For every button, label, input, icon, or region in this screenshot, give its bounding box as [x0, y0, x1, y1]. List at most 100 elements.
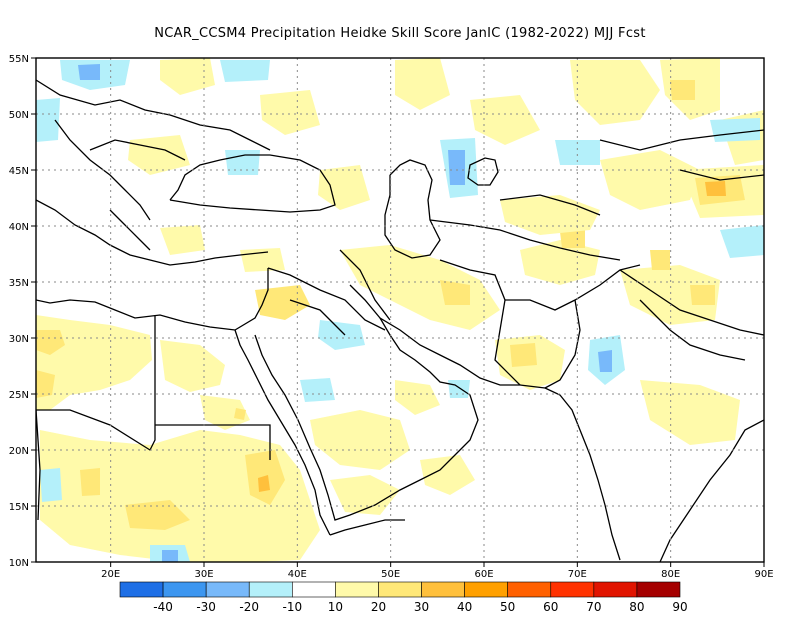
skill-patch	[510, 343, 537, 367]
skill-patch	[255, 285, 310, 320]
lat-label: 40N	[9, 222, 29, 233]
coastline	[467, 157, 499, 186]
skill-patch	[234, 408, 246, 420]
colorbar-label: 60	[543, 600, 558, 614]
skill-patch	[225, 150, 260, 175]
border	[599, 129, 764, 151]
coastline	[379, 317, 546, 389]
coastline	[659, 419, 764, 562]
border	[155, 424, 271, 460]
colorbar-label: 70	[586, 600, 601, 614]
border	[429, 219, 621, 261]
skill-patch	[80, 468, 100, 496]
skill-patch	[36, 98, 60, 142]
skill-patch	[220, 60, 270, 82]
colorbar-swatch	[636, 581, 681, 598]
skill-patch	[330, 475, 400, 515]
skill-patch	[318, 165, 370, 210]
skill-patch	[710, 118, 760, 142]
skill-patch	[705, 181, 726, 196]
colorbar-swatch	[593, 581, 638, 598]
skill-patch	[520, 240, 600, 285]
lon-label: 80E	[661, 569, 680, 580]
coastline	[254, 284, 479, 521]
skill-patch	[640, 380, 740, 445]
colorbar-swatch	[335, 581, 379, 598]
skill-patch	[690, 285, 715, 305]
skill-patch	[78, 64, 100, 80]
skill-patch	[448, 150, 465, 185]
lat-label: 25N	[9, 390, 29, 401]
skill-patch	[570, 60, 660, 125]
lon-label: 20E	[101, 569, 120, 580]
colorbar-swatch	[421, 581, 465, 598]
skill-patch	[128, 135, 190, 175]
skill-patch	[555, 140, 600, 165]
border	[289, 299, 346, 336]
colorbar-label: -40	[153, 600, 173, 614]
skill-patch	[598, 350, 612, 372]
skill-patch	[160, 340, 225, 392]
colorbar-swatch	[507, 581, 552, 598]
coastline	[329, 519, 405, 536]
map-title: NCAR_CCSM4 Precipitation Heidke Skill Sc…	[154, 26, 646, 41]
lon-label: 30E	[194, 569, 213, 580]
coastline	[544, 387, 621, 561]
border	[339, 249, 391, 321]
skill-patch	[200, 395, 250, 430]
skill-patch	[36, 315, 152, 410]
skill-patch	[560, 230, 585, 248]
lon-label: 70E	[568, 569, 587, 580]
lat-label: 20N	[9, 446, 29, 457]
colorbar: -40 -30 -20 -10 10 20 30 40 50 60 70 80 90	[119, 581, 688, 614]
colorbar-label: 40	[457, 600, 472, 614]
skill-patch	[340, 245, 500, 330]
skill-patch	[318, 320, 365, 350]
skill-patch	[650, 250, 670, 270]
coastline	[234, 329, 331, 536]
lon-label: 60E	[474, 569, 493, 580]
lat-label: 15N	[9, 502, 29, 513]
graticule	[36, 58, 764, 562]
colorbar-swatch	[248, 581, 293, 598]
lat-label: 30N	[9, 334, 29, 345]
coastline	[384, 159, 441, 259]
skill-shading-layer	[36, 58, 764, 562]
colorbar-label: -10	[283, 600, 303, 614]
colorbar-swatch	[292, 581, 336, 598]
border	[89, 139, 186, 161]
skill-patch	[670, 80, 695, 100]
lat-label: 45N	[9, 166, 29, 177]
coastline	[36, 199, 269, 266]
skill-patch	[620, 265, 720, 325]
border	[36, 315, 156, 451]
colorbar-label: -30	[196, 600, 216, 614]
skill-patch	[160, 225, 205, 255]
border	[267, 267, 386, 331]
skill-patch	[125, 500, 190, 530]
border	[639, 299, 746, 361]
skill-patch	[300, 378, 335, 402]
border	[36, 79, 271, 151]
colorbar-label: 80	[629, 600, 644, 614]
coastline	[36, 268, 269, 331]
lat-label: 35N	[9, 278, 29, 289]
colorbar-swatch	[162, 581, 207, 598]
lat-label: 55N	[9, 54, 29, 65]
skill-patch	[500, 195, 600, 235]
skill-patch	[36, 330, 65, 355]
colorbar-swatch	[378, 581, 422, 598]
lon-label: 90E	[754, 569, 773, 580]
lat-label: 10N	[9, 558, 29, 569]
border	[499, 194, 601, 216]
skill-patch	[240, 248, 285, 272]
border	[36, 409, 41, 521]
skill-patch	[600, 150, 700, 210]
skill-patch	[420, 455, 475, 495]
colorbar-swatch	[205, 581, 250, 598]
colorbar-label: -20	[239, 600, 259, 614]
skill-patch	[470, 95, 540, 145]
map-frame	[35, 57, 765, 563]
skill-patch	[260, 90, 320, 135]
